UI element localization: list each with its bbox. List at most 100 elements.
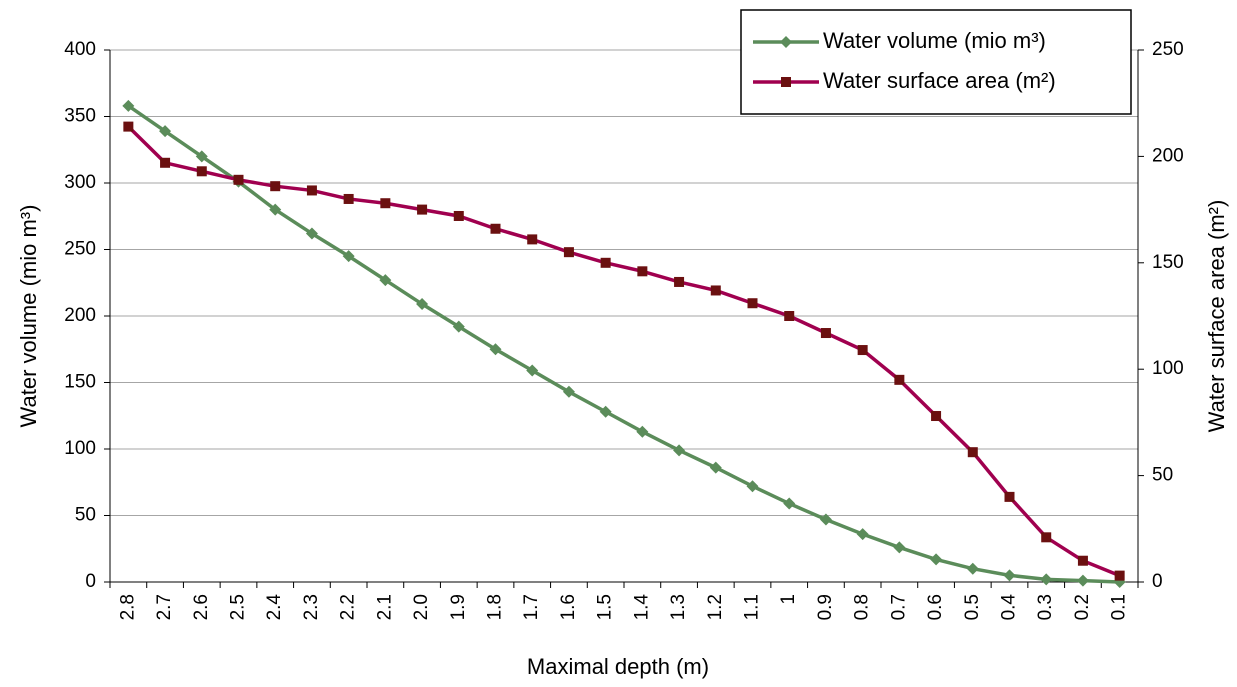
legend-label: Water surface area (m²)	[823, 68, 1056, 93]
x-tick-label: 0.5	[962, 594, 983, 620]
marker	[270, 181, 281, 192]
legend-marker	[780, 36, 792, 48]
x-tick-label: 1.2	[705, 594, 726, 620]
x-tick-label: 1.5	[595, 594, 616, 620]
marker	[1041, 532, 1052, 543]
marker	[966, 562, 979, 575]
series	[123, 121, 1125, 581]
x-tick-label: 0.3	[1035, 594, 1056, 620]
marker	[1114, 570, 1125, 581]
x-tick-label: 1	[778, 594, 799, 605]
y2-tick-label: 150	[1152, 252, 1184, 273]
y2-tick-label: 100	[1152, 358, 1184, 379]
y-tick-label: 0	[85, 571, 96, 592]
marker	[709, 461, 722, 474]
marker	[637, 266, 648, 277]
marker	[857, 345, 868, 356]
marker	[599, 405, 612, 418]
marker	[784, 311, 795, 321]
x-tick-label: 1.9	[448, 594, 469, 620]
x-tick-label: 2.4	[264, 594, 285, 621]
x-tick-label: 0.8	[852, 594, 873, 620]
legend-label: Water volume (mio m³)	[823, 28, 1046, 53]
marker	[674, 276, 685, 287]
marker	[342, 250, 355, 263]
y-tick-label: 350	[64, 106, 96, 127]
marker	[856, 528, 869, 541]
legend-marker	[781, 77, 791, 87]
line	[127, 104, 1120, 584]
marker	[452, 320, 465, 333]
marker	[1003, 569, 1016, 582]
marker	[746, 480, 759, 493]
marker	[343, 193, 354, 204]
y-tick-label: 150	[64, 372, 96, 393]
x-tick-label: 0.9	[815, 594, 836, 620]
marker	[747, 298, 758, 309]
x-axis-title: Maximal depth (m)	[527, 654, 709, 679]
marker	[636, 425, 649, 438]
marker	[710, 285, 721, 296]
y-tick-label: 50	[75, 505, 96, 526]
marker	[416, 298, 429, 311]
y-tick-label: 300	[64, 172, 96, 193]
series	[122, 99, 1126, 588]
marker	[1077, 555, 1088, 566]
marker	[417, 204, 428, 215]
marker	[122, 99, 135, 112]
y2-tick-label: 250	[1152, 39, 1184, 60]
marker	[196, 166, 207, 177]
x-tick-label: 2.8	[117, 594, 138, 620]
x-tick-label: 2.2	[338, 594, 359, 620]
marker	[1040, 573, 1053, 586]
marker	[269, 203, 282, 216]
y2-tick-label: 50	[1152, 465, 1173, 486]
marker	[195, 150, 208, 163]
line	[127, 125, 1121, 578]
x-tick-label: 2.5	[228, 594, 249, 620]
marker	[306, 185, 317, 196]
x-tick-label: 0.1	[1109, 594, 1130, 620]
marker	[527, 234, 538, 245]
x-tick-label: 0.2	[1072, 594, 1093, 620]
y-axis-title: Water volume (mio m³)	[16, 205, 41, 428]
x-tick-label: 2.3	[301, 594, 322, 620]
marker	[931, 411, 942, 422]
marker	[820, 328, 831, 339]
marker	[967, 447, 978, 458]
x-tick-label: 1.3	[668, 594, 689, 620]
y-tick-label: 100	[64, 438, 96, 459]
y2-tick-label: 200	[1152, 145, 1184, 166]
x-tick-label: 2.0	[411, 594, 432, 620]
x-tick-label: 1.6	[558, 594, 579, 620]
y-tick-label: 400	[64, 39, 96, 60]
x-tick-label: 0.6	[925, 594, 946, 620]
x-tick-label: 2.7	[154, 594, 175, 620]
x-tick-label: 0.4	[999, 594, 1020, 621]
x-tick-label: 1.1	[742, 594, 763, 620]
marker	[123, 121, 134, 132]
x-tick-label: 2.6	[191, 594, 212, 620]
legend-box	[740, 9, 1132, 115]
marker	[159, 125, 172, 138]
marker	[893, 541, 906, 554]
marker	[490, 223, 501, 234]
x-tick-label: 0.7	[888, 594, 909, 620]
marker	[489, 343, 502, 356]
marker	[1004, 491, 1015, 502]
marker	[563, 247, 574, 258]
x-tick-label: 1.4	[631, 594, 652, 621]
marker	[305, 227, 318, 240]
marker	[819, 513, 832, 526]
x-tick-label: 1.7	[521, 594, 542, 620]
marker	[160, 157, 171, 168]
marker	[379, 274, 392, 287]
marker	[894, 374, 905, 385]
marker	[600, 257, 611, 268]
x-tick-label: 1.8	[485, 594, 506, 620]
marker	[233, 174, 244, 185]
marker	[1076, 574, 1089, 587]
x-tick-label: 2.1	[374, 594, 395, 620]
marker	[453, 210, 464, 221]
